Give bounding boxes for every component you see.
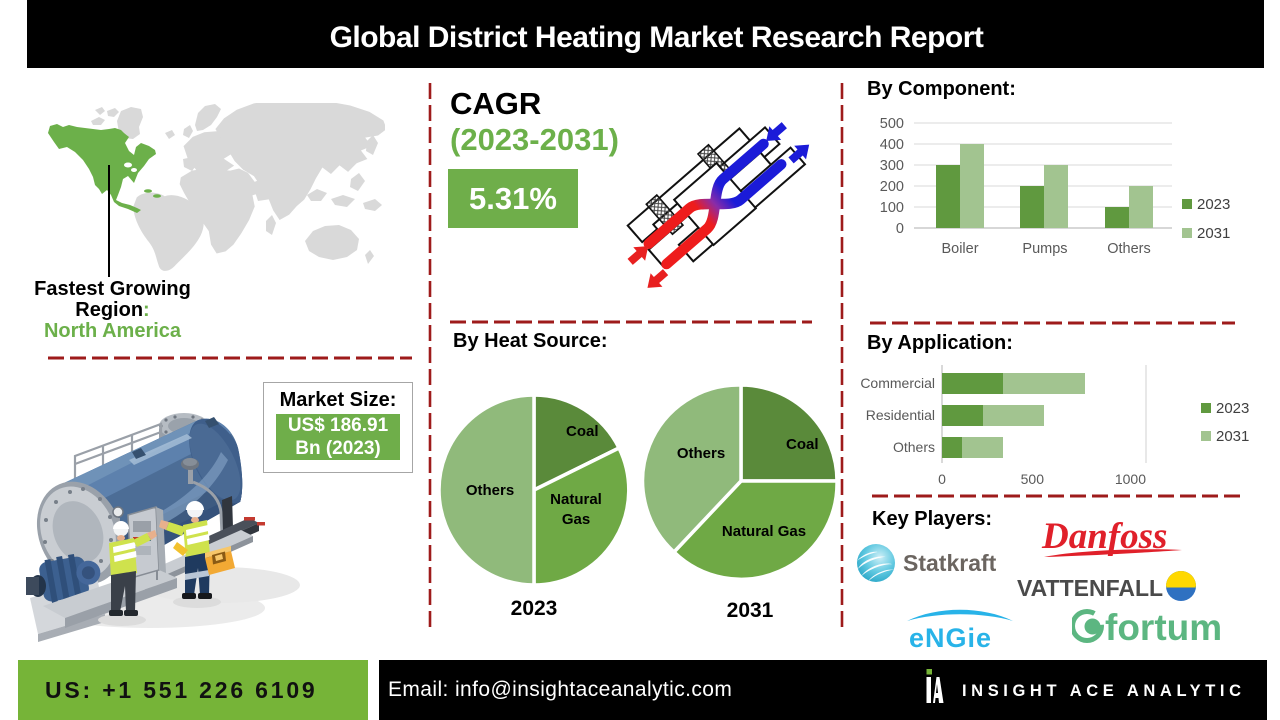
- svg-text:0: 0: [896, 221, 904, 237]
- svg-text:0: 0: [938, 471, 946, 487]
- svg-text:Others: Others: [466, 482, 514, 499]
- svg-text:100: 100: [880, 200, 904, 216]
- svg-text:500: 500: [880, 116, 904, 132]
- svg-text:2031: 2031: [1216, 428, 1249, 445]
- svg-text:Natural: Natural: [550, 491, 602, 508]
- svg-text:Boiler: Boiler: [941, 241, 978, 257]
- svg-text:2023: 2023: [1216, 400, 1249, 417]
- svg-text:Others: Others: [1107, 241, 1151, 257]
- svg-text:500: 500: [1021, 471, 1045, 487]
- svg-text:Gas: Gas: [562, 511, 590, 528]
- svg-text:300: 300: [880, 158, 904, 174]
- svg-text:Coal: Coal: [786, 436, 819, 453]
- svg-text:Others: Others: [677, 445, 725, 462]
- svg-text:400: 400: [880, 137, 904, 153]
- svg-text:Coal: Coal: [566, 423, 599, 440]
- svg-text:Residential: Residential: [866, 407, 935, 423]
- svg-text:2023: 2023: [1197, 196, 1230, 213]
- svg-text:2031: 2031: [727, 599, 774, 622]
- svg-text:2031: 2031: [1197, 225, 1230, 242]
- svg-text:eNGie: eNGie: [909, 623, 992, 651]
- svg-text:1000: 1000: [1115, 471, 1146, 487]
- svg-text:fortum: fortum: [1105, 607, 1222, 648]
- svg-text:Statkraft: Statkraft: [903, 550, 997, 576]
- svg-text:Pumps: Pumps: [1022, 241, 1067, 257]
- svg-text:Others: Others: [893, 439, 935, 455]
- svg-text:Commercial: Commercial: [860, 375, 935, 391]
- svg-text:Natural Gas: Natural Gas: [722, 523, 806, 540]
- svg-text:2023: 2023: [511, 597, 558, 620]
- svg-text:200: 200: [880, 179, 904, 195]
